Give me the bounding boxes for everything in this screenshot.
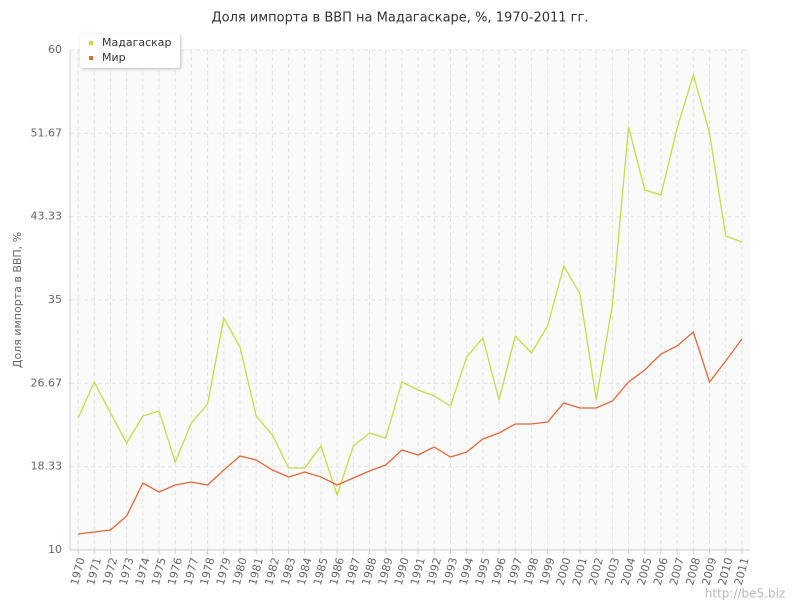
chart-title: Доля импорта в ВВП на Мадагаскаре, %, 19… bbox=[212, 11, 589, 26]
y-tick-label: 43.33 bbox=[31, 210, 63, 223]
legend-swatch bbox=[89, 56, 93, 60]
y-tick-label: 51.67 bbox=[31, 126, 63, 139]
legend-box bbox=[80, 34, 180, 68]
y-axis-label: Доля импорта в ВВП, % bbox=[11, 232, 24, 368]
grid bbox=[70, 49, 750, 551]
legend-swatch bbox=[89, 41, 93, 45]
watermark-bg bbox=[690, 586, 800, 600]
y-tick-label: 35 bbox=[48, 293, 62, 306]
y-tick-label: 18.33 bbox=[31, 460, 63, 473]
y-tick-label: 60 bbox=[48, 43, 62, 56]
watermark: http://be5.biz bbox=[705, 587, 785, 600]
series-line bbox=[78, 330, 743, 535]
legend-label: Мир bbox=[102, 51, 126, 64]
series-layer bbox=[77, 72, 743, 535]
y-tick-label: 26.67 bbox=[31, 376, 63, 389]
legend-label: Мадагаскар bbox=[102, 36, 172, 49]
legend: Мадагаскар Мир bbox=[80, 34, 180, 68]
y-tick-label: 10 bbox=[48, 543, 62, 556]
series-line bbox=[77, 72, 743, 498]
